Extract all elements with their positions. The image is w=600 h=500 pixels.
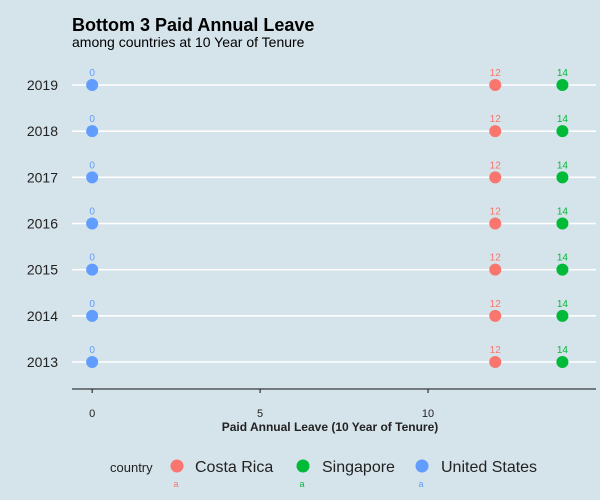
data-label-united-states: 0 [89, 207, 95, 218]
point-costa-rica [489, 263, 502, 276]
y-tick-label: 2016 [27, 216, 58, 232]
point-united-states [86, 356, 99, 368]
point-united-states [86, 171, 99, 184]
point-singapore [556, 309, 569, 322]
point-singapore [556, 263, 569, 276]
point-costa-rica [489, 125, 502, 138]
data-label-singapore: 14 [557, 253, 569, 264]
data-label-singapore: 14 [557, 299, 569, 310]
y-tick-label: 2018 [27, 123, 58, 139]
y-tick-label: 2014 [27, 308, 58, 324]
x-axis-label: Paid Annual Leave (10 Year of Tenure) [222, 420, 439, 434]
data-label-singapore: 14 [557, 68, 569, 79]
legend-key-united-states [415, 459, 429, 473]
data-label-united-states: 0 [89, 253, 95, 264]
data-label-costa-rica: 12 [490, 345, 502, 356]
data-label-united-states: 0 [89, 160, 95, 171]
point-singapore [556, 79, 569, 91]
legend-entry-costa-rica: Costa Rica [195, 459, 273, 476]
point-united-states [86, 263, 99, 276]
y-axis: 2013 2014 2015 2016 2017 2018 2019 [27, 77, 58, 370]
data-label-costa-rica: 12 [490, 68, 502, 79]
data-label-united-states: 0 [89, 345, 95, 356]
legend-key-singapore [296, 459, 310, 473]
x-tick-label: 10 [422, 408, 434, 420]
legend-title: country [110, 460, 153, 475]
data-label-singapore: 14 [557, 207, 569, 218]
legend-entry-singapore: Singapore [322, 459, 395, 476]
data-label-costa-rica: 12 [490, 160, 502, 171]
point-costa-rica [489, 79, 502, 91]
chart-title: Bottom 3 Paid Annual Leave [72, 15, 314, 35]
data-label-costa-rica: 12 [490, 253, 502, 264]
data-label-singapore: 14 [557, 114, 569, 125]
y-tick-label: 2015 [27, 262, 58, 278]
legend-key-label-singapore: a [299, 479, 304, 489]
point-singapore [556, 356, 569, 368]
gridlines [72, 84, 596, 363]
x-axis: 0 5 10 [89, 389, 434, 420]
point-singapore [556, 125, 569, 138]
point-united-states [86, 217, 99, 230]
legend-key-costa-rica [170, 459, 184, 473]
y-tick-label: 2013 [27, 354, 58, 370]
y-tick-label: 2017 [27, 169, 58, 185]
data-label-singapore: 14 [557, 345, 569, 356]
data-points [86, 79, 569, 368]
data-label-costa-rica: 12 [490, 207, 502, 218]
legend-key-label-costa-rica: a [173, 479, 178, 489]
point-united-states [86, 125, 99, 138]
point-singapore [556, 217, 569, 230]
data-label-united-states: 0 [89, 68, 95, 79]
point-costa-rica [489, 217, 502, 230]
point-united-states [86, 309, 99, 322]
chart-subtitle: among countries at 10 Year of Tenure [72, 34, 305, 50]
point-costa-rica [489, 171, 502, 184]
legend: country Costa Rica a Singapore a United Stat… [110, 459, 537, 489]
x-tick-label: 5 [257, 408, 263, 420]
point-united-states [86, 79, 99, 91]
point-costa-rica [489, 309, 502, 322]
x-tick-label: 0 [89, 408, 95, 420]
y-tick-label: 2019 [27, 77, 58, 93]
data-labels: 12 12 12 12 12 12 12 14 14 14 14 14 14 14 0 0 0 0 0 0 0 [89, 68, 568, 356]
data-label-costa-rica: 12 [490, 114, 502, 125]
point-singapore [556, 171, 569, 184]
legend-key-label-united-states: a [418, 479, 423, 489]
data-label-united-states: 0 [89, 114, 95, 125]
data-label-costa-rica: 12 [490, 299, 502, 310]
point-costa-rica [489, 356, 502, 368]
legend-entry-united-states: United States [441, 459, 537, 476]
data-label-singapore: 14 [557, 160, 569, 171]
data-label-united-states: 0 [89, 299, 95, 310]
